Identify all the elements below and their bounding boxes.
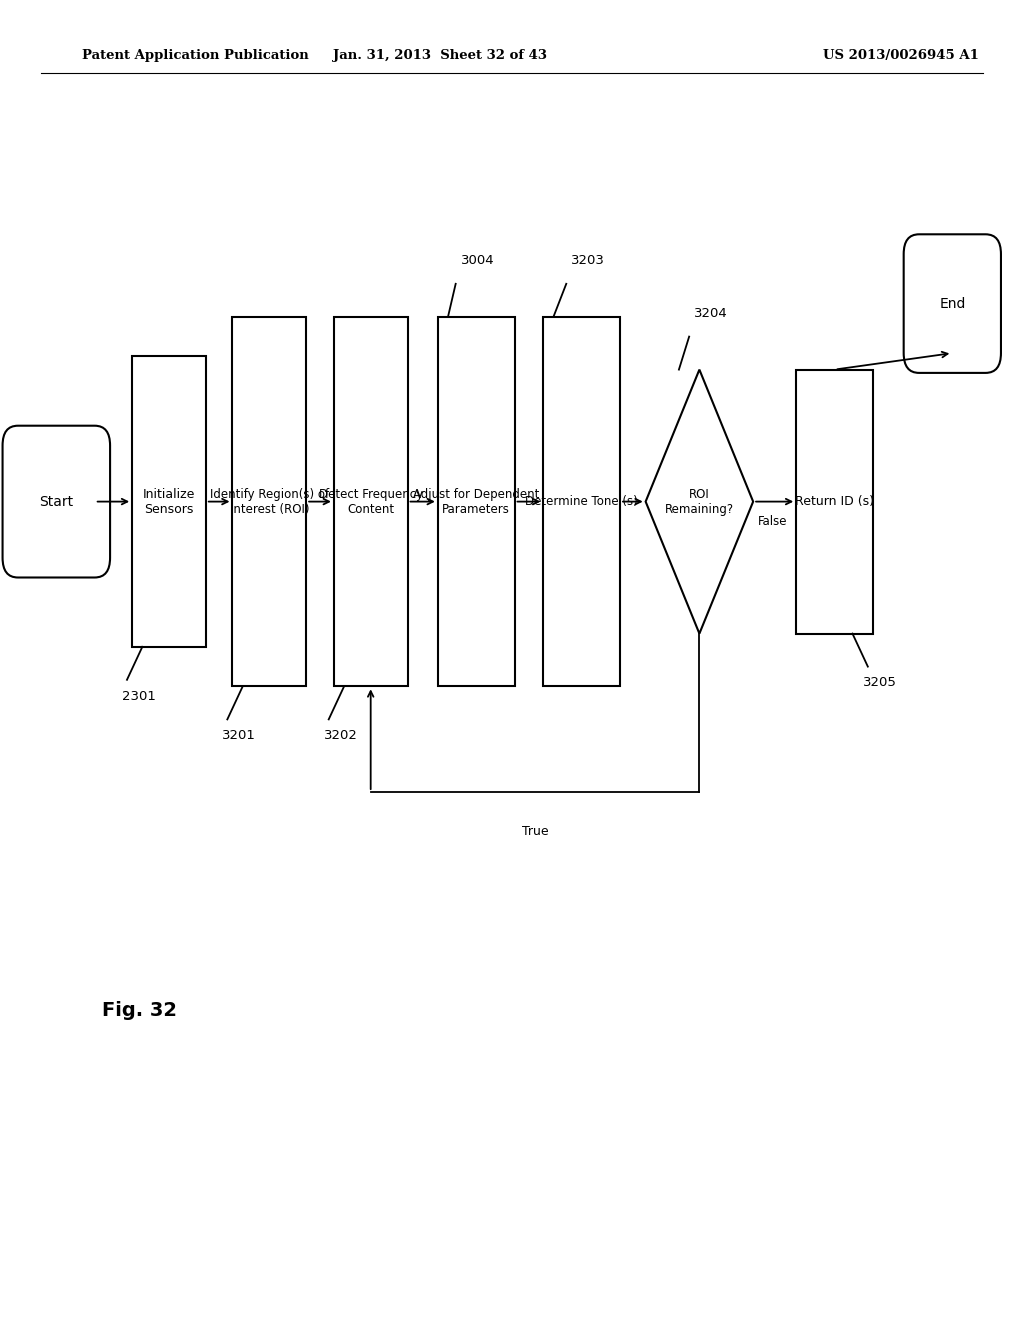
- Text: End: End: [939, 297, 966, 310]
- Text: 3203: 3203: [571, 253, 605, 267]
- Text: Identify Region(s) of
Interest (ROI): Identify Region(s) of Interest (ROI): [210, 487, 329, 516]
- Bar: [797, 370, 872, 634]
- Text: Adjust for Dependent
Parameters: Adjust for Dependent Parameters: [413, 487, 540, 516]
- Text: 2301: 2301: [122, 689, 156, 702]
- Text: ROI
Remaining?: ROI Remaining?: [665, 487, 734, 516]
- Text: Detect Frequency
Content: Detect Frequency Content: [318, 487, 423, 516]
- Text: 3204: 3204: [694, 306, 728, 319]
- Text: 3004: 3004: [461, 253, 495, 267]
- Bar: [334, 317, 408, 686]
- Text: Jan. 31, 2013  Sheet 32 of 43: Jan. 31, 2013 Sheet 32 of 43: [334, 49, 547, 62]
- Text: True: True: [521, 825, 549, 838]
- Polygon shape: [646, 370, 754, 634]
- Text: Patent Application Publication: Patent Application Publication: [82, 49, 308, 62]
- FancyBboxPatch shape: [3, 425, 111, 578]
- Text: Initialize
Sensors: Initialize Sensors: [142, 487, 196, 516]
- Bar: [132, 356, 206, 647]
- Text: Determine Tone (s): Determine Tone (s): [525, 495, 638, 508]
- Bar: [438, 317, 515, 686]
- Bar: [543, 317, 620, 686]
- Text: US 2013/0026945 A1: US 2013/0026945 A1: [823, 49, 979, 62]
- Text: False: False: [758, 515, 787, 528]
- Text: Fig. 32: Fig. 32: [102, 1002, 177, 1020]
- Text: Return ID (s): Return ID (s): [795, 495, 874, 508]
- Text: 3201: 3201: [222, 729, 256, 742]
- Text: 3205: 3205: [862, 676, 897, 689]
- FancyBboxPatch shape: [904, 235, 1001, 372]
- Bar: [232, 317, 306, 686]
- Text: 3202: 3202: [324, 729, 357, 742]
- Text: Start: Start: [39, 495, 74, 508]
